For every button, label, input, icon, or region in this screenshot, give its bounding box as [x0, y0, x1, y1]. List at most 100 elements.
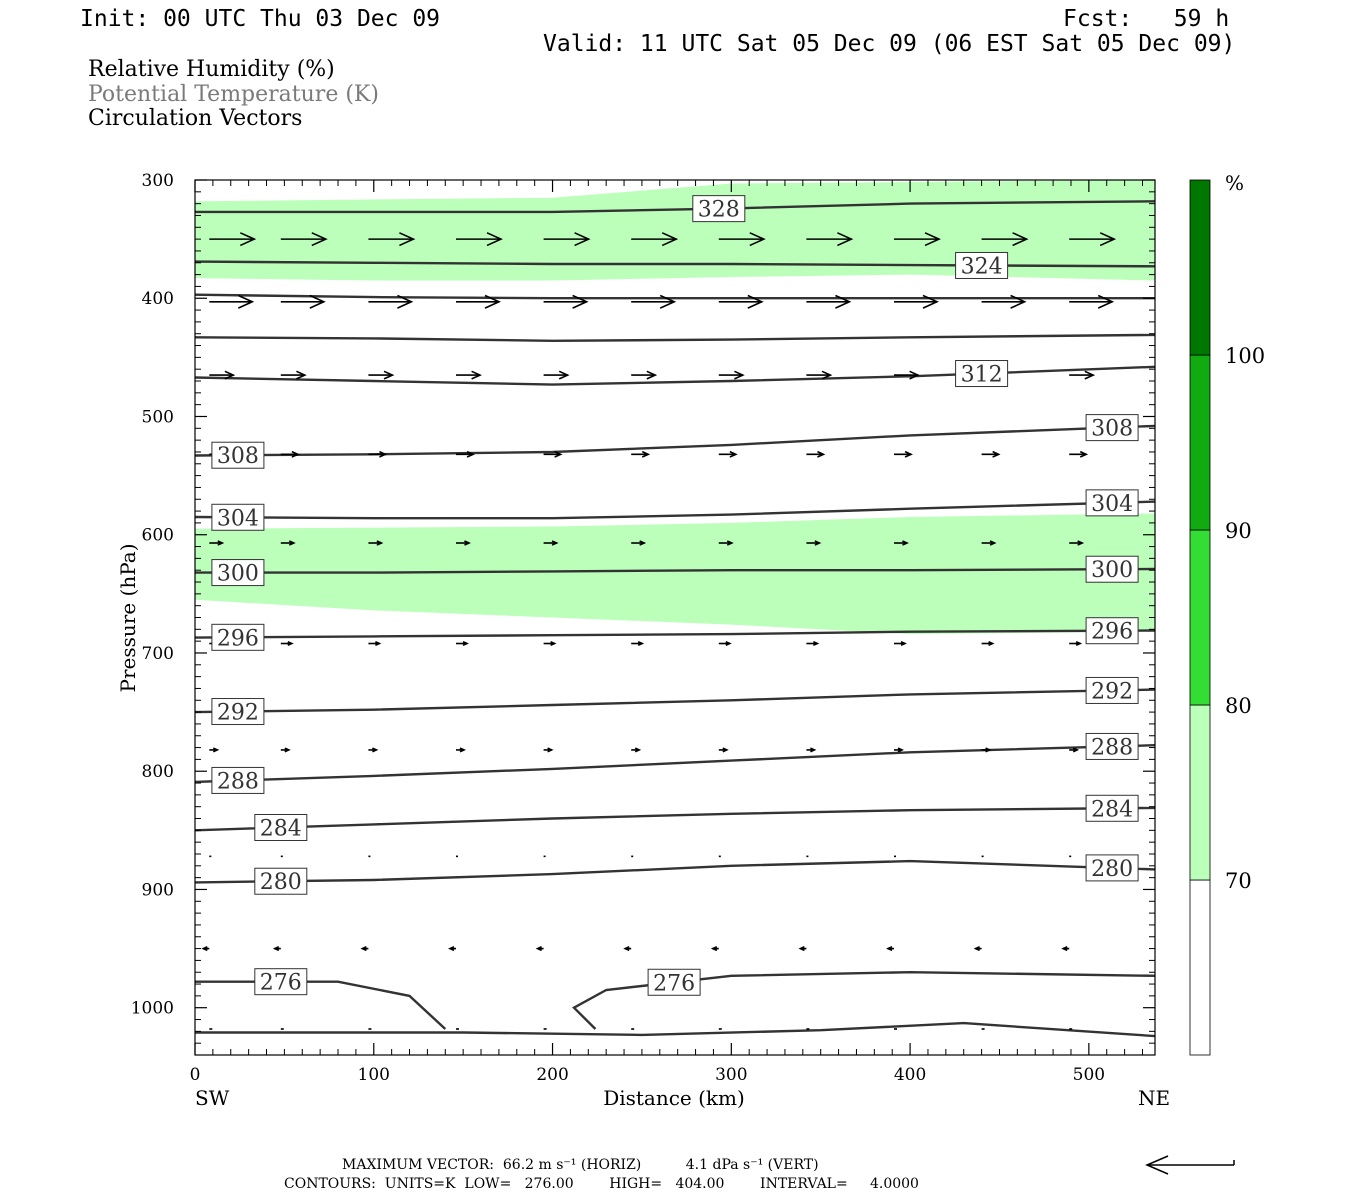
- y-axis-label: Pressure (hPa): [116, 544, 140, 693]
- contour-label-280: 280: [1091, 857, 1133, 882]
- circulation-vector: [718, 747, 729, 753]
- theta-contour-292: [195, 688, 1155, 714]
- circulation-vector: [368, 540, 384, 546]
- circulation-vector: [280, 747, 291, 753]
- circulation-vector: [806, 370, 833, 380]
- x-tick-label: 300: [715, 1065, 747, 1085]
- theta-contour-320: [195, 293, 1155, 300]
- circulation-vector: [209, 747, 220, 753]
- contour-label-296: 296: [217, 626, 259, 651]
- circulation-vector: [893, 640, 907, 647]
- contour-label-300: 300: [217, 562, 259, 587]
- contour-label-box-300: [211, 559, 265, 587]
- circulation-vector: [535, 946, 544, 952]
- contour-label-box-328: [692, 195, 746, 223]
- circulation-vector: [1069, 232, 1117, 247]
- y-tick-label: 400: [142, 289, 174, 309]
- theta-contour-288: [195, 744, 1155, 784]
- contours-info: CONTOURS: UNITS=K LOW= 276.00 HIGH= 404.…: [284, 1176, 919, 1192]
- circulation-vector: [1069, 640, 1083, 647]
- circulation-vector: [456, 294, 501, 309]
- right-end-label: NE: [1138, 1086, 1170, 1110]
- circulation-vector: [280, 450, 300, 458]
- contour-label-324: 324: [961, 254, 1003, 279]
- y-tick-label: 300: [142, 171, 174, 191]
- contour-label-box-308: [211, 441, 265, 469]
- theta-contour-312: [195, 365, 1155, 386]
- circulation-vector: [893, 450, 913, 458]
- circulation-vector: [1069, 450, 1089, 458]
- circulation-vector: [806, 294, 852, 309]
- circulation-vector: [981, 640, 995, 647]
- circulation-vector: [973, 946, 982, 952]
- contour-label-box-284: [254, 814, 308, 841]
- circulation-vector: [280, 540, 296, 546]
- contour-label-288: 288: [1091, 735, 1133, 760]
- legend-relative-humidity: Relative Humidity (%): [88, 57, 335, 82]
- circulation-vector: [806, 232, 854, 247]
- legend-potential-temperature: Potential Temperature (K): [88, 82, 379, 107]
- circulation-vector: [209, 232, 257, 247]
- circulation-vector: [543, 232, 591, 247]
- y-tick-label: 600: [142, 526, 174, 546]
- circulation-vector: [201, 946, 210, 952]
- contour-label-box-300: [1085, 555, 1139, 583]
- theta-contour-304: [195, 500, 1155, 520]
- circulation-vector: [456, 370, 482, 380]
- circulation-vector: [806, 540, 822, 546]
- theta-contour-324: [195, 260, 1155, 268]
- circulation-vector: [981, 747, 992, 753]
- x-tick-label: 0: [190, 1065, 201, 1085]
- colorbar-level-label: 100: [1225, 344, 1265, 368]
- contour-label-308: 308: [1091, 417, 1133, 442]
- circulation-vector: [718, 640, 732, 647]
- x-tick-label: 100: [358, 1065, 390, 1085]
- circulation-vector: [543, 370, 570, 380]
- contour-label-box-280: [254, 867, 308, 895]
- contour-label-box-296: [1085, 617, 1139, 645]
- circulation-vector: [209, 294, 255, 309]
- circulation-vector: [456, 747, 466, 753]
- contour-label-300: 300: [1091, 558, 1133, 583]
- theta-contour-328: [195, 200, 1155, 214]
- circulation-vector: [1061, 946, 1070, 952]
- circulation-vector: [368, 450, 388, 458]
- contour-label-box-276: [647, 968, 701, 996]
- contour-label-276: 276: [260, 971, 302, 996]
- rh-band-0: [195, 180, 1155, 281]
- circulation-vector: [798, 946, 807, 952]
- circulation-vector: [456, 540, 471, 546]
- contour-label-296: 296: [1091, 620, 1133, 645]
- contour-label-box-276: [254, 968, 308, 996]
- y-tick-label: 900: [142, 880, 174, 900]
- circulation-vector: [543, 450, 563, 458]
- contour-label-box-284: [1085, 794, 1139, 822]
- circulation-vector: [718, 294, 764, 309]
- circulation-vector: [272, 946, 281, 952]
- circulation-vector: [710, 946, 719, 952]
- x-tick-label: 200: [536, 1065, 568, 1085]
- y-tick-label: 1000: [131, 999, 174, 1019]
- theta-contour-280: [195, 859, 1155, 884]
- contour-label-box-304: [211, 503, 265, 531]
- circulation-vector: [718, 450, 738, 458]
- colorbar-segment: [1189, 704, 1211, 881]
- colorbar: 70 80 90 100%: [1189, 171, 1265, 1056]
- contour-label-box-288: [211, 766, 265, 794]
- circulation-vector: [623, 946, 632, 952]
- circulation-vector: [1069, 370, 1096, 380]
- colorbar-segment: [1189, 529, 1211, 706]
- circulation-vector: [893, 540, 909, 546]
- contour-label-box-288: [1085, 732, 1139, 760]
- y-tick-label: 800: [142, 762, 174, 782]
- circulation-vector: [806, 747, 817, 753]
- x-tick-label: 500: [1073, 1065, 1105, 1085]
- circulation-vector: [280, 232, 328, 247]
- contour-label-328: 328: [698, 198, 740, 223]
- contour-label-box-296: [211, 623, 265, 651]
- contour-label-304: 304: [217, 506, 259, 531]
- axis-ticks: 300 400 500 600 700 800 900 1000 0 100 200 300 400 50…: [131, 171, 1155, 1085]
- max-vector-arrow-icon: [1145, 1155, 1235, 1175]
- circulation-vector: [368, 232, 416, 247]
- circulation-vector: [631, 540, 647, 546]
